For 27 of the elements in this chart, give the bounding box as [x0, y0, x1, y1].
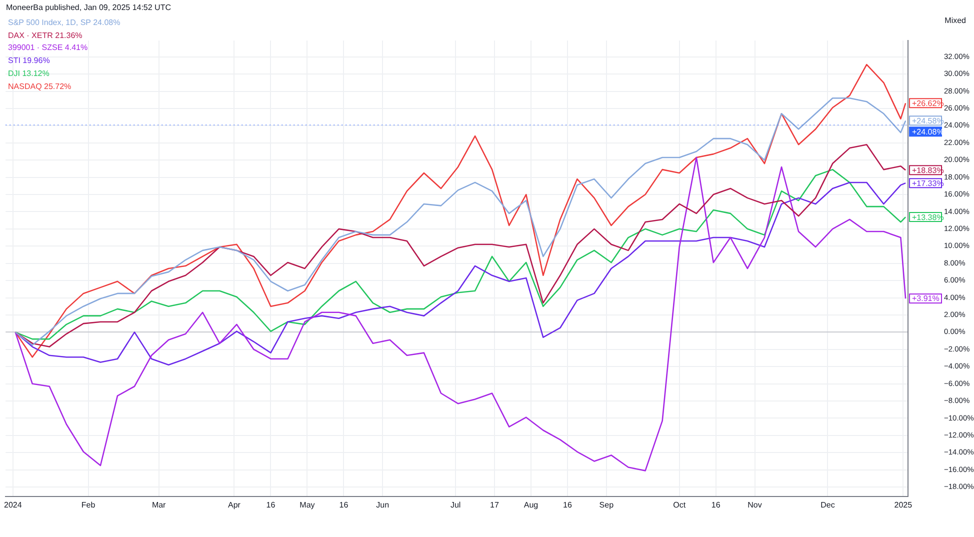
x-tick-label: Aug	[524, 500, 538, 510]
x-tick-label: Jul	[450, 500, 461, 510]
text: DJI 13.12%	[8, 68, 50, 78]
text: Mixed	[944, 16, 966, 25]
x-tick-label: 2024	[4, 500, 22, 510]
x-tick-label: 16	[266, 500, 276, 510]
x-tick-label: 17	[490, 500, 500, 510]
x-tick-label: Sep	[599, 500, 614, 510]
text: DAX · XETR 21.36%	[8, 30, 82, 40]
x-tick-label: Feb	[81, 500, 96, 510]
data-label: +3.91%	[912, 294, 940, 304]
x-tick-label: Apr	[228, 500, 241, 510]
text: S&P 500 Index, 1D, SP 24.08%	[8, 18, 120, 27]
x-tick-label: 16	[339, 500, 349, 510]
x-tick-label: 16	[711, 500, 721, 510]
x-tick-label: Oct	[673, 500, 686, 510]
x-tick-label: Mar	[152, 500, 166, 510]
text: 399001 · SZSE 4.41%	[8, 43, 88, 52]
x-tick-label: Jun	[376, 500, 390, 510]
x-tick-label: 16	[563, 500, 572, 510]
text: STI 19.96%	[8, 56, 50, 66]
text: NASDAQ 25.72%	[8, 82, 72, 91]
x-tick-label: 2025	[894, 500, 913, 510]
x-tick-label: Nov	[748, 500, 762, 510]
x-tick-label: Dec	[820, 500, 835, 510]
chart-title: MoneerBa published, Jan 09, 2025 14:52 UTC	[6, 3, 171, 12]
x-tick-label: May	[300, 500, 315, 510]
